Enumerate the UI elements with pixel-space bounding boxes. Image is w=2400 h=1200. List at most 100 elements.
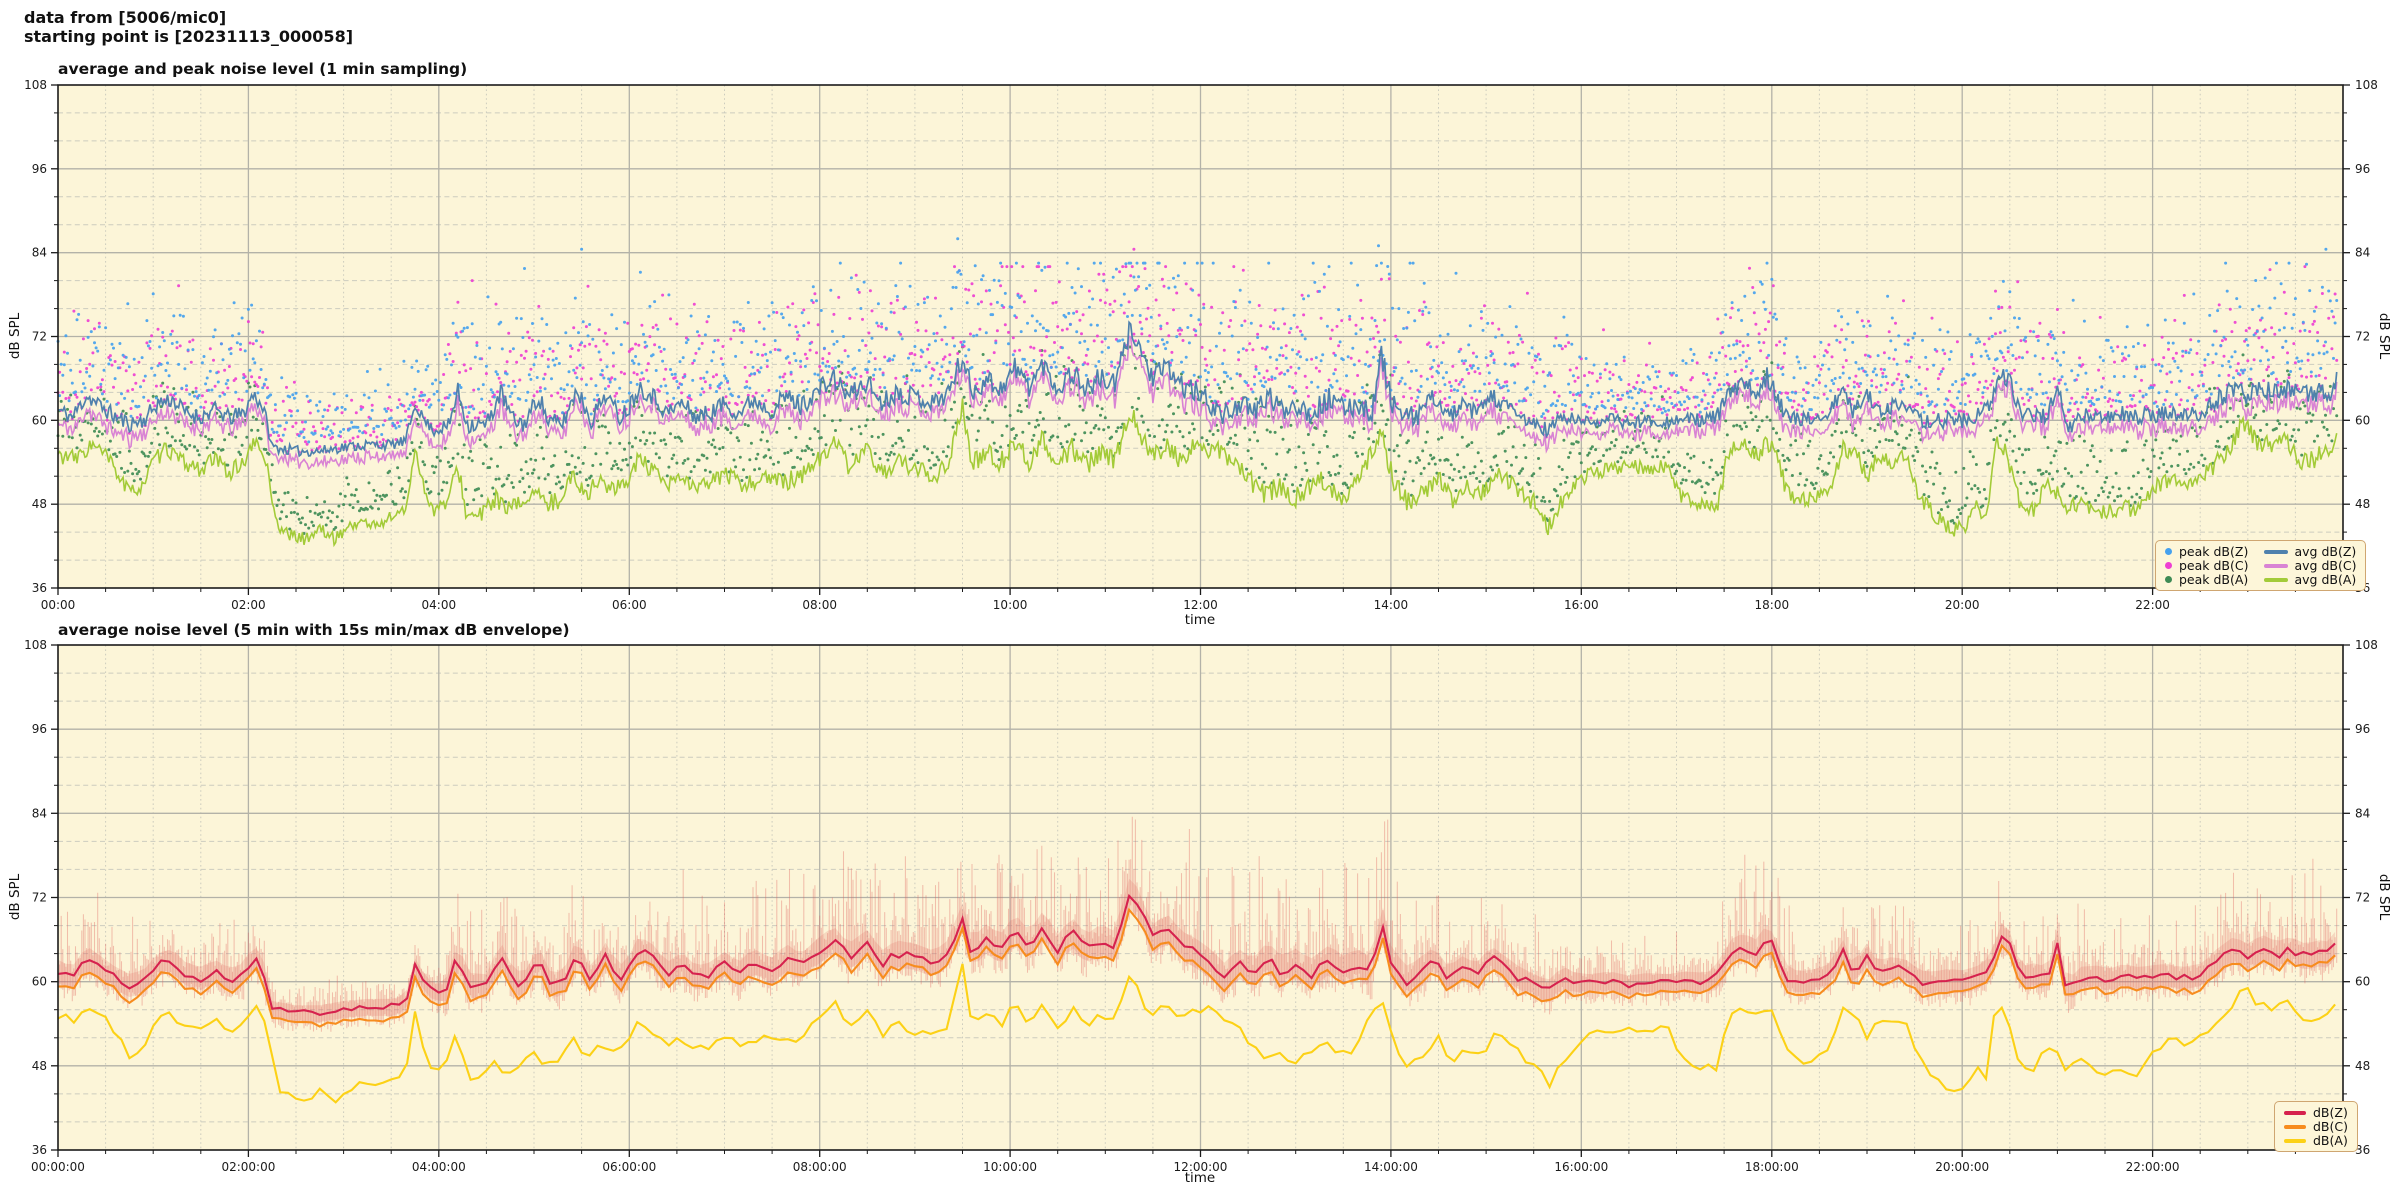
bottom-chart-plot: 00:00:00 02:00:00 04:00:00 06:00:00 08:00:00… [24, 638, 2378, 1174]
avg-dbc-line [57, 335, 2338, 471]
legend-label: peak dB(C) [2179, 558, 2249, 573]
top-y-label-right: dB SPL [2376, 312, 2392, 360]
bottom-legend-column: dB(Z) dB(C) dB(A) [2284, 1105, 2348, 1148]
svg-text:18:00: 18:00 [1755, 598, 1790, 612]
legend-label: avg dB(A) [2294, 572, 2357, 587]
svg-text:48: 48 [32, 1059, 47, 1073]
peak-dbc-marker-icon [2165, 562, 2172, 569]
dbc-line [57, 907, 2336, 1028]
bottom-x-label: time [1184, 1170, 1216, 1186]
svg-text:72: 72 [2355, 891, 2370, 905]
svg-text:36: 36 [2355, 1143, 2370, 1157]
top-chart-legend: peak dB(Z) peak dB(C) peak dB(A) avg dB(… [2155, 540, 2367, 591]
legend-label: peak dB(A) [2179, 572, 2249, 587]
svg-text:02:00:00: 02:00:00 [221, 1160, 275, 1174]
svg-text:108: 108 [24, 78, 47, 92]
svg-text:16:00:00: 16:00:00 [1554, 1160, 1608, 1174]
svg-text:20:00: 20:00 [1945, 598, 1980, 612]
legend-item-avg-dbz: avg dB(Z) [2263, 544, 2357, 559]
legend-item-dbz: dB(Z) [2284, 1105, 2348, 1120]
bottom-y-label-right: dB SPL [2376, 873, 2392, 921]
legend-label: dB(Z) [2313, 1105, 2348, 1120]
svg-text:48: 48 [2355, 1059, 2370, 1073]
svg-text:10:00: 10:00 [993, 598, 1028, 612]
top-legend-scatter-column: peak dB(Z) peak dB(C) peak dB(A) [2165, 544, 2249, 587]
svg-text:00:00: 00:00 [41, 598, 76, 612]
svg-text:02:00: 02:00 [231, 598, 266, 612]
svg-text:84: 84 [32, 246, 47, 260]
top-x-label: time [1184, 612, 1216, 628]
svg-text:108: 108 [2355, 78, 2378, 92]
peak-dbz-marker-icon [2165, 548, 2172, 555]
svg-text:108: 108 [24, 638, 47, 652]
legend-item-peak-dbz: peak dB(Z) [2165, 544, 2249, 559]
dbz-line [57, 893, 2336, 1016]
avg-dbz-line [57, 320, 2338, 458]
svg-text:60: 60 [32, 413, 47, 427]
page-header: data from [5006/mic0] starting point is … [24, 8, 353, 46]
svg-text:84: 84 [2355, 246, 2370, 260]
svg-text:20:00:00: 20:00:00 [1935, 1160, 1989, 1174]
svg-text:96: 96 [2355, 722, 2370, 736]
svg-text:72: 72 [2355, 330, 2370, 344]
svg-text:108: 108 [2355, 638, 2378, 652]
svg-text:36: 36 [32, 1143, 47, 1157]
svg-text:10:00:00: 10:00:00 [983, 1160, 1037, 1174]
legend-item-avg-dbc: avg dB(C) [2263, 558, 2357, 573]
bottom-chart-title: average noise level (5 min with 15s min/… [58, 621, 570, 639]
svg-text:60: 60 [2355, 975, 2370, 989]
dba-line-icon [2284, 1138, 2306, 1143]
legend-label: avg dB(C) [2294, 558, 2357, 573]
svg-text:18:00:00: 18:00:00 [1745, 1160, 1799, 1174]
svg-text:12:00:00: 12:00:00 [1174, 1160, 1228, 1174]
svg-text:60: 60 [32, 975, 47, 989]
header-line-1: data from [5006/mic0] [24, 8, 227, 27]
legend-item-avg-dba: avg dB(A) [2263, 572, 2357, 587]
top-y-label-left: dB SPL [7, 312, 23, 360]
header-line-2: starting point is [20231113_000058] [24, 27, 354, 46]
peak-dba-marker-icon [2165, 576, 2172, 583]
legend-label: avg dB(Z) [2294, 544, 2357, 559]
svg-text:12:00: 12:00 [1183, 598, 1218, 612]
svg-text:84: 84 [32, 806, 47, 820]
legend-item-peak-dbc: peak dB(C) [2165, 558, 2249, 573]
legend-label: dB(C) [2313, 1119, 2348, 1134]
svg-text:06:00:00: 06:00:00 [602, 1160, 656, 1174]
svg-text:16:00: 16:00 [1564, 598, 1599, 612]
svg-text:22:00: 22:00 [2135, 598, 2170, 612]
top-chart-plot: 00:00 02:00 04:00 06:00 08:00 10:00 12:00 14:00… [24, 78, 2378, 612]
svg-text:96: 96 [32, 162, 47, 176]
avg-dba-line [57, 398, 2338, 548]
svg-text:60: 60 [2355, 413, 2370, 427]
svg-text:00:00:00: 00:00:00 [31, 1160, 85, 1174]
svg-text:72: 72 [32, 891, 47, 905]
svg-text:96: 96 [2355, 162, 2370, 176]
top-legend-line-column: avg dB(Z) avg dB(C) avg dB(A) [2263, 544, 2357, 587]
dba-line [57, 963, 2336, 1104]
legend-label: dB(A) [2313, 1133, 2348, 1148]
svg-text:04:00:00: 04:00:00 [412, 1160, 466, 1174]
svg-text:22:00:00: 22:00:00 [2126, 1160, 2180, 1174]
legend-item-dba: dB(A) [2284, 1133, 2348, 1148]
svg-text:06:00: 06:00 [612, 598, 647, 612]
legend-item-dbc: dB(C) [2284, 1119, 2348, 1134]
avg-dbc-line-icon [2263, 563, 2288, 568]
svg-text:48: 48 [2355, 497, 2370, 511]
top-chart-title: average and peak noise level (1 min samp… [58, 60, 468, 78]
svg-text:96: 96 [32, 722, 47, 736]
bottom-chart-legend: dB(Z) dB(C) dB(A) [2274, 1101, 2358, 1152]
svg-text:72: 72 [32, 330, 47, 344]
svg-text:04:00: 04:00 [422, 598, 457, 612]
legend-item-peak-dba: peak dB(A) [2165, 572, 2249, 587]
svg-text:36: 36 [32, 581, 47, 595]
avg-dbz-line-icon [2263, 549, 2288, 554]
svg-text:14:00:00: 14:00:00 [1364, 1160, 1418, 1174]
svg-text:48: 48 [32, 497, 47, 511]
svg-text:84: 84 [2355, 806, 2370, 820]
legend-label: peak dB(Z) [2179, 544, 2249, 559]
svg-text:14:00: 14:00 [1374, 598, 1409, 612]
dbc-line-icon [2284, 1124, 2306, 1129]
dbz-line-icon [2284, 1110, 2306, 1115]
